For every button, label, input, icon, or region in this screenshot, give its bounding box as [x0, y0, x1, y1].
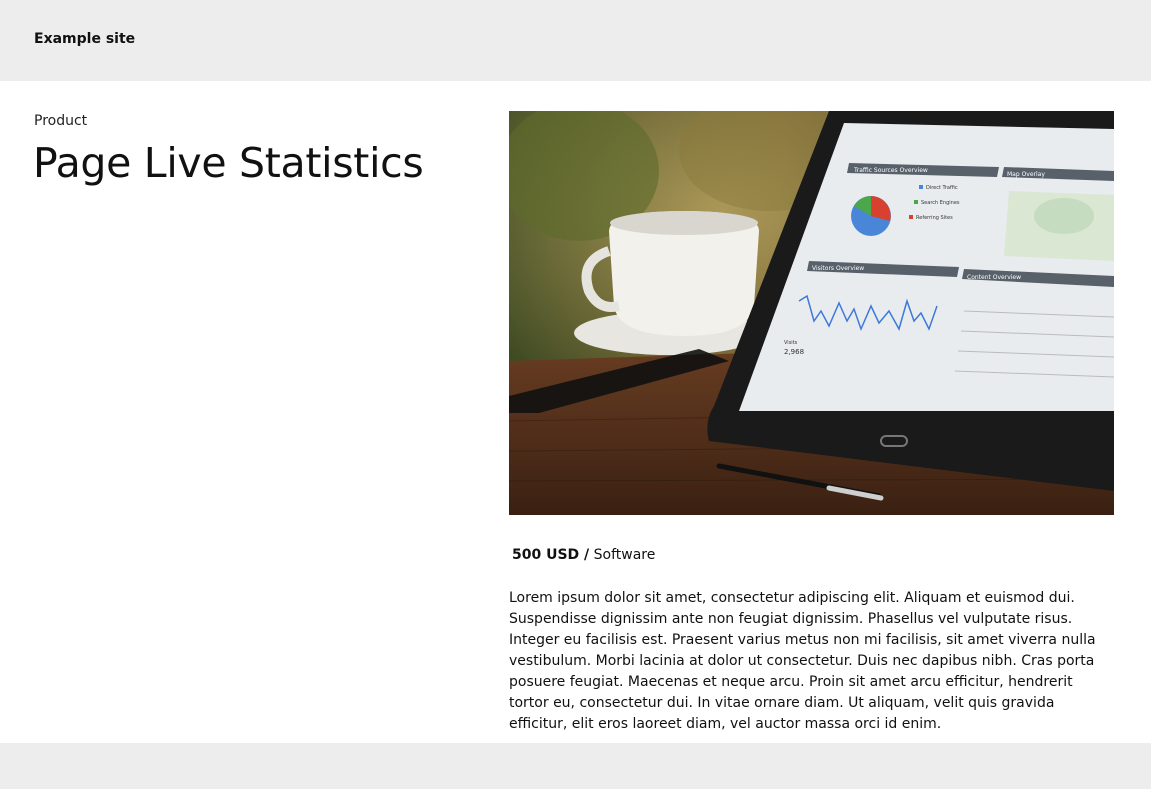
map-panel-title: Map Overlay — [1007, 171, 1045, 178]
legend-referring: Referring Sites — [916, 215, 953, 221]
visits-value: 2,968 — [784, 348, 804, 356]
legend-direct: Direct Traffic — [926, 185, 958, 191]
traffic-panel-title: Traffic Sources Overview — [853, 167, 928, 174]
legend-search: Search Engines — [921, 200, 960, 206]
price-amount: 500 USD / — [512, 547, 590, 563]
product-image: Traffic Sources Overview Map Overlay Vis… — [509, 111, 1114, 515]
product-description: Lorem ipsum dolor sit amet, consectetur … — [509, 590, 1096, 732]
visitors-panel-title: Visitors Overview — [812, 265, 864, 272]
price-line: 500 USD / Software — [512, 547, 655, 563]
content-panel-title: Content Overview — [967, 274, 1021, 281]
product-category: Product — [34, 113, 88, 129]
site-header: Example site — [0, 0, 1151, 81]
site-footer — [0, 743, 1151, 789]
product-type: Software — [593, 547, 656, 563]
page-title: Page Live Statistics — [33, 139, 424, 187]
site-name-link[interactable]: Example site — [34, 31, 136, 47]
visits-label: Visits — [784, 340, 798, 346]
